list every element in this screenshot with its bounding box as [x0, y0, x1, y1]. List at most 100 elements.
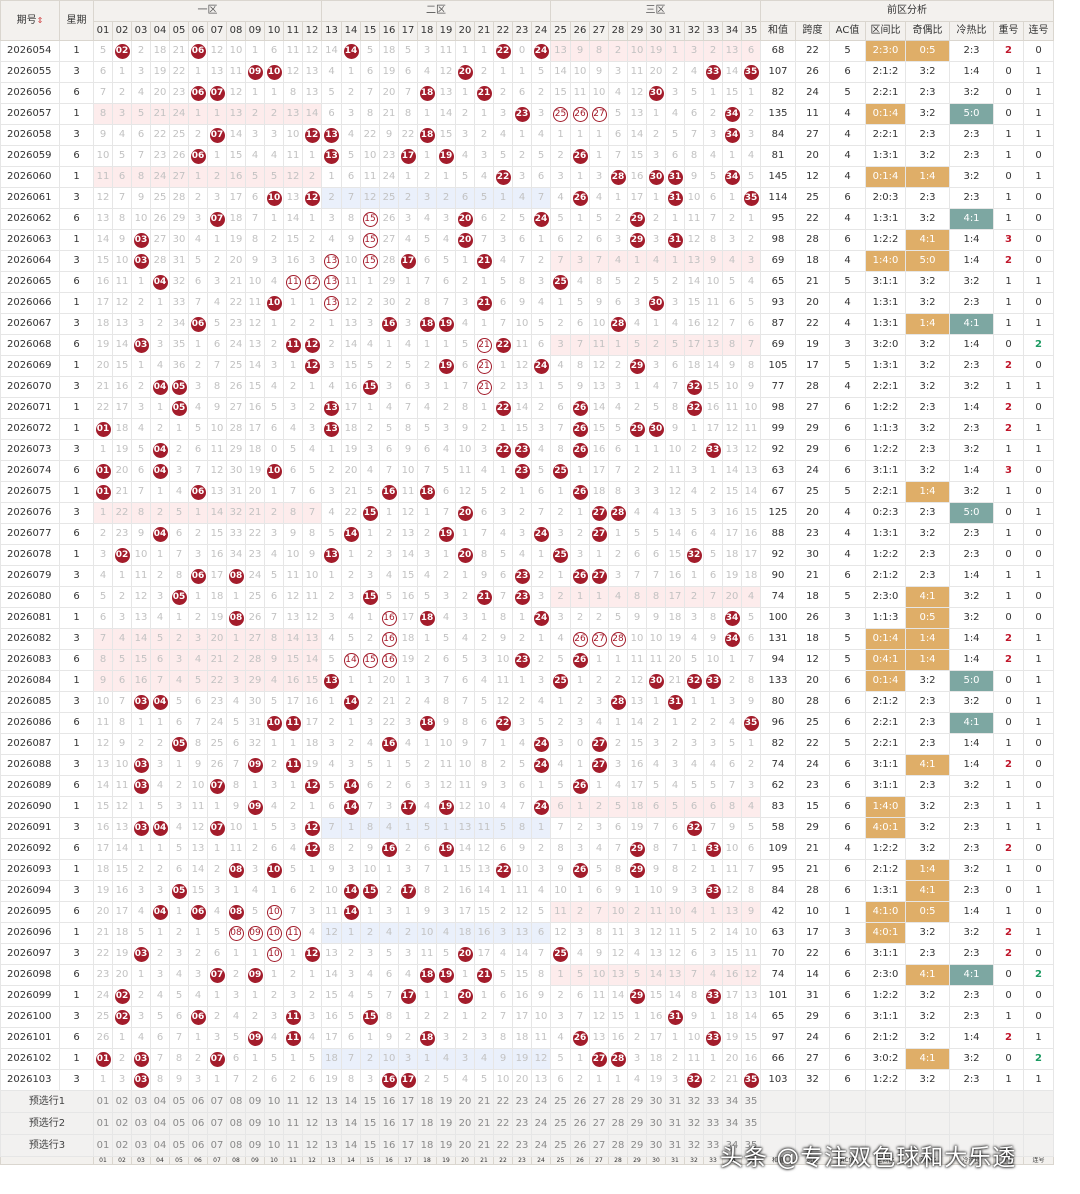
preselect-number-button[interactable]: 34 — [722, 1090, 742, 1113]
preselect-number-button[interactable]: 31 — [665, 1090, 685, 1113]
preselect-number-button[interactable]: 16 — [379, 1090, 399, 1113]
preselect-number-button[interactable]: 22 — [493, 1112, 513, 1135]
preselect-number-button[interactable]: 34 — [722, 1134, 742, 1157]
preselect-number-button[interactable]: 09 — [245, 1134, 265, 1157]
preselect-number-button[interactable]: 11 — [283, 1090, 303, 1113]
preselect-number-button[interactable]: 14 — [341, 1112, 361, 1135]
preselect-number-button[interactable]: 25 — [550, 1134, 571, 1157]
preselect-number-button[interactable]: 08 — [226, 1090, 246, 1113]
preselect-number-button[interactable]: 22 — [493, 1090, 513, 1113]
preselect-number-button[interactable]: 24 — [531, 1090, 551, 1113]
preselect-number-button[interactable]: 19 — [436, 1134, 456, 1157]
preselect-number-button[interactable]: 07 — [207, 1134, 227, 1157]
preselect-number-button[interactable]: 05 — [169, 1112, 189, 1135]
preselect-number-button[interactable]: 32 — [684, 1112, 704, 1135]
preselect-number-button[interactable]: 28 — [608, 1112, 628, 1135]
preselect-number-button[interactable]: 16 — [379, 1112, 399, 1135]
preselect-number-button[interactable]: 07 — [207, 1112, 227, 1135]
preselect-number-button[interactable]: 17 — [398, 1090, 418, 1113]
preselect-number-button[interactable]: 03 — [131, 1134, 151, 1157]
preselect-number-button[interactable]: 02 — [112, 1090, 132, 1113]
preselect-number-button[interactable]: 21 — [474, 1090, 494, 1113]
preselect-number-button[interactable]: 12 — [302, 1090, 322, 1113]
preselect-number-button[interactable]: 19 — [436, 1112, 456, 1135]
preselect-number-button[interactable]: 27 — [589, 1112, 609, 1135]
preselect-number-button[interactable]: 04 — [150, 1134, 170, 1157]
preselect-number-button[interactable]: 15 — [360, 1112, 380, 1135]
preselect-number-button[interactable]: 35 — [741, 1090, 761, 1113]
preselect-number-button[interactable]: 10 — [264, 1112, 284, 1135]
preselect-number-button[interactable]: 11 — [283, 1134, 303, 1157]
preselect-number-button[interactable]: 15 — [360, 1134, 380, 1157]
preselect-number-button[interactable]: 35 — [741, 1112, 761, 1135]
preselect-number-button[interactable]: 32 — [684, 1134, 704, 1157]
preselect-number-button[interactable]: 03 — [131, 1112, 151, 1135]
preselect-number-button[interactable]: 04 — [150, 1112, 170, 1135]
preselect-number-button[interactable]: 25 — [550, 1090, 571, 1113]
preselect-number-button[interactable]: 28 — [608, 1134, 628, 1157]
preselect-number-button[interactable]: 13 — [321, 1090, 342, 1113]
preselect-number-button[interactable]: 01 — [93, 1134, 113, 1157]
preselect-number-button[interactable]: 11 — [283, 1112, 303, 1135]
preselect-number-button[interactable]: 23 — [512, 1134, 532, 1157]
preselect-number-button[interactable]: 02 — [112, 1134, 132, 1157]
preselect-number-button[interactable]: 08 — [226, 1112, 246, 1135]
preselect-number-button[interactable]: 31 — [665, 1112, 685, 1135]
preselect-number-button[interactable]: 14 — [341, 1134, 361, 1157]
preselect-number-button[interactable]: 28 — [608, 1090, 628, 1113]
preselect-number-button[interactable]: 09 — [245, 1090, 265, 1113]
preselect-number-button[interactable]: 12 — [302, 1134, 322, 1157]
sort-icon[interactable]: ⇕ — [36, 15, 44, 25]
preselect-number-button[interactable]: 29 — [627, 1112, 647, 1135]
preselect-number-button[interactable]: 22 — [493, 1134, 513, 1157]
preselect-number-button[interactable]: 29 — [627, 1134, 647, 1157]
preselect-number-button[interactable]: 06 — [188, 1134, 208, 1157]
preselect-number-button[interactable]: 02 — [112, 1112, 132, 1135]
preselect-number-button[interactable]: 31 — [665, 1134, 685, 1157]
preselect-number-button[interactable]: 16 — [379, 1134, 399, 1157]
preselect-number-button[interactable]: 21 — [474, 1134, 494, 1157]
preselect-number-button[interactable]: 33 — [703, 1112, 723, 1135]
preselect-number-button[interactable]: 12 — [302, 1112, 322, 1135]
preselect-number-button[interactable]: 26 — [570, 1112, 590, 1135]
preselect-number-button[interactable]: 10 — [264, 1134, 284, 1157]
preselect-number-button[interactable]: 19 — [436, 1090, 456, 1113]
preselect-number-button[interactable]: 03 — [131, 1090, 151, 1113]
preselect-number-button[interactable]: 20 — [455, 1090, 475, 1113]
preselect-number-button[interactable]: 24 — [531, 1134, 551, 1157]
preselect-number-button[interactable]: 07 — [207, 1090, 227, 1113]
preselect-number-button[interactable]: 33 — [703, 1134, 723, 1157]
preselect-number-button[interactable]: 14 — [341, 1090, 361, 1113]
preselect-number-button[interactable]: 27 — [589, 1090, 609, 1113]
preselect-number-button[interactable]: 01 — [93, 1090, 113, 1113]
preselect-number-button[interactable]: 30 — [646, 1090, 666, 1113]
preselect-number-button[interactable]: 20 — [455, 1134, 475, 1157]
preselect-number-button[interactable]: 25 — [550, 1112, 571, 1135]
preselect-number-button[interactable]: 26 — [570, 1134, 590, 1157]
preselect-number-button[interactable]: 15 — [360, 1090, 380, 1113]
preselect-number-button[interactable]: 04 — [150, 1090, 170, 1113]
preselect-number-button[interactable]: 05 — [169, 1090, 189, 1113]
preselect-number-button[interactable]: 27 — [589, 1134, 609, 1157]
preselect-number-button[interactable]: 20 — [455, 1112, 475, 1135]
preselect-number-button[interactable]: 26 — [570, 1090, 590, 1113]
preselect-number-button[interactable]: 30 — [646, 1112, 666, 1135]
preselect-number-button[interactable]: 08 — [226, 1134, 246, 1157]
preselect-number-button[interactable]: 18 — [417, 1112, 437, 1135]
preselect-number-button[interactable]: 05 — [169, 1134, 189, 1157]
preselect-number-button[interactable]: 30 — [646, 1134, 666, 1157]
preselect-number-button[interactable]: 23 — [512, 1112, 532, 1135]
preselect-number-button[interactable]: 01 — [93, 1112, 113, 1135]
preselect-number-button[interactable]: 13 — [321, 1134, 342, 1157]
preselect-number-button[interactable]: 06 — [188, 1112, 208, 1135]
preselect-number-button[interactable]: 24 — [531, 1112, 551, 1135]
preselect-number-button[interactable]: 34 — [722, 1112, 742, 1135]
preselect-number-button[interactable]: 18 — [417, 1134, 437, 1157]
issue-header[interactable]: 期号⇕ — [0, 0, 60, 41]
preselect-number-button[interactable]: 23 — [512, 1090, 532, 1113]
preselect-number-button[interactable]: 10 — [264, 1090, 284, 1113]
preselect-number-button[interactable]: 18 — [417, 1090, 437, 1113]
preselect-number-button[interactable]: 29 — [627, 1090, 647, 1113]
preselect-number-button[interactable]: 33 — [703, 1090, 723, 1113]
preselect-number-button[interactable]: 17 — [398, 1112, 418, 1135]
